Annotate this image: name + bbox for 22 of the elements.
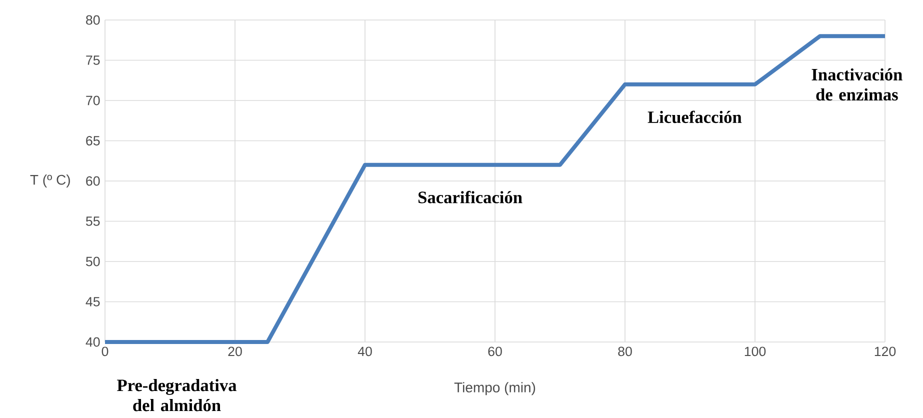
annotation: Inactivación de enzimas: [812, 68, 902, 101]
x-tick-label: 60: [488, 346, 502, 356]
x-tick-label: 0: [102, 346, 108, 356]
text: Pre-degradativa del almidón: [117, 379, 237, 412]
x-tick-label: 120: [874, 346, 896, 356]
x-tick-label: 80: [618, 346, 632, 356]
x-tick-label: 40: [358, 346, 372, 356]
y-tick-label: 40: [86, 337, 100, 347]
y-tick-label: 80: [86, 15, 100, 25]
y-tick-label: 75: [86, 56, 100, 65]
annotation: Licuefacción: [648, 110, 742, 124]
y-tick-label: 70: [86, 96, 100, 106]
y-axis-title: T (º C): [30, 174, 70, 188]
y-tick-label: 60: [86, 176, 100, 186]
y-tick-label: 50: [86, 256, 100, 266]
x-tick-label: 100: [744, 346, 766, 356]
annotation: Sacarificación: [418, 190, 522, 204]
x-tick-label: 20: [228, 346, 242, 356]
y-tick-label: 55: [86, 216, 100, 226]
y-tick-label: 45: [86, 297, 100, 306]
x-axis-title: Tiempo (min): [454, 382, 536, 396]
y-tick-label: 65: [86, 136, 100, 146]
